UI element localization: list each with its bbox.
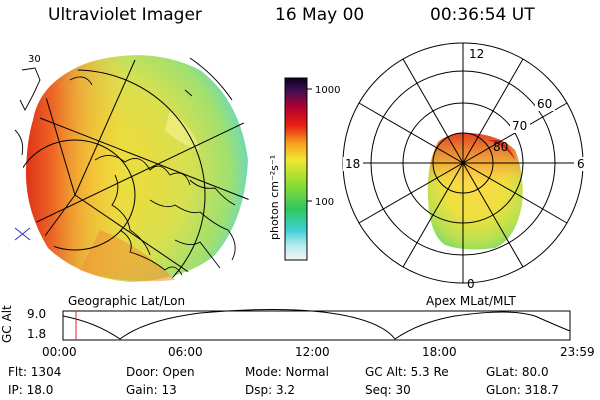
color-tick-label-100: 100 (315, 197, 334, 208)
geo-latitude: GLat: 80.0 (486, 365, 549, 379)
mlt-label-18: 18 (345, 157, 360, 171)
polar-plot: 12 18 6 0 60 70 80 (342, 42, 586, 291)
flight-number: Flt: 1304 (8, 365, 62, 379)
orbit-altitude-curve (62, 309, 571, 340)
orbit-plot (62, 309, 571, 341)
coastlines (14, 67, 236, 276)
lat-label-80: 80 (493, 140, 508, 154)
color-unit-label: photon cm⁻²s⁻¹ (268, 155, 281, 240)
orbit-xtick-4: 23:59 (560, 345, 595, 359)
orbit-xtick-2: 12:00 (295, 345, 330, 359)
orbit-xtick-3: 18:00 (422, 345, 457, 359)
orbit-xtick-0: 00:00 (42, 345, 77, 359)
sequence-number: Seq: 30 (365, 383, 411, 397)
geo-longitude: GLon: 318.7 (486, 383, 559, 397)
color-tick-label-1000: 1000 (315, 85, 340, 96)
gc-altitude: GC Alt: 5.3 Re (365, 365, 449, 379)
right-panel-caption: Apex MLat/MLT (426, 294, 516, 308)
orbit-ytick-bottom: 1.8 (27, 327, 47, 341)
sun-marker (14, 227, 31, 241)
time-label: 00:36:54 UT (430, 5, 535, 25)
gain-value: Gain: 13 (126, 383, 177, 397)
mlt-label-12: 12 (469, 47, 484, 61)
orbit-ytick-top: 9.0 (27, 307, 47, 321)
dsp-value: Dsp: 3.2 (245, 383, 296, 397)
orbit-xtick-1: 06:00 (168, 345, 203, 359)
corner-label: 30 (28, 54, 41, 65)
left-panel-caption: Geographic Lat/Lon (68, 294, 186, 308)
mode-value: Mode: Normal (245, 365, 329, 379)
geographic-image (25, 55, 249, 282)
orbit-ylabel: GC Alt (0, 305, 14, 343)
instrument-title: Ultraviolet Imager (48, 5, 202, 25)
mlt-label-6: 6 (577, 157, 585, 171)
date-label: 16 May 00 (275, 5, 365, 25)
mlt-label-0: 0 (467, 277, 475, 291)
lat-label-60: 60 (537, 97, 552, 111)
door-status: Door: Open (126, 365, 195, 379)
limb-line (189, 57, 233, 101)
color-bar (284, 77, 308, 261)
ip-value: IP: 18.0 (8, 383, 54, 397)
lat-label-70: 70 (512, 119, 527, 133)
